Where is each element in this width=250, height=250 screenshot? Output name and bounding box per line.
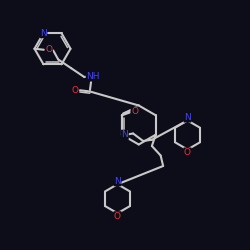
Text: O: O (45, 46, 52, 54)
Text: O: O (72, 86, 78, 95)
Text: O: O (131, 107, 138, 116)
Text: N: N (184, 113, 191, 122)
Text: N: N (114, 177, 121, 186)
Text: O: O (114, 212, 121, 221)
Text: NH: NH (86, 72, 100, 81)
Text: N: N (40, 29, 47, 38)
Text: O: O (184, 148, 191, 157)
Text: N: N (122, 130, 128, 139)
